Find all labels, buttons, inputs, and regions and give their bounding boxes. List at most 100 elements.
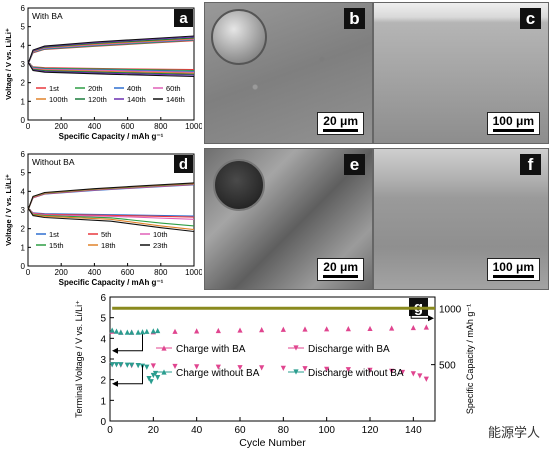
x-axis-label: Specific Capacity / mAh g⁻¹ [59,132,164,141]
y-tick-label: 4 [100,334,106,345]
data-point [367,325,373,332]
data-point [194,328,200,334]
panel-letter-text: d [179,156,188,173]
data-point [302,326,308,332]
data-point [113,362,120,368]
data-point [129,362,135,368]
data-point [109,327,115,333]
y-tick-label: 0 [100,417,106,428]
y-tick-label: 4 [21,187,26,196]
legend-label: 18th [101,241,116,250]
panel-b-label: b [344,8,365,29]
y-axis-label: Terminal Voltage / V vs. Li/Li⁺ [74,300,84,418]
legend-marker [293,345,299,351]
y-tick-label: 1 [100,396,106,407]
series-discharge-curve [27,61,195,78]
y-tick-label: 3 [100,355,106,366]
data-point [113,328,120,334]
x-tick-label: 100 [318,425,335,436]
panel-title: Without BA [32,157,75,167]
y-tick-label: 2 [21,225,26,234]
data-point [144,328,150,334]
data-point [124,362,130,368]
data-point [389,325,395,331]
y-tick-label: 5 [21,23,26,32]
data-point [150,363,156,369]
y-axis-label: Voltage / V vs. Li/Li⁺ [4,28,13,100]
data-point [118,362,124,368]
axis-pointer-head [112,380,118,387]
legend-label: 120th [88,95,107,104]
legend-label: 60th [166,84,181,93]
data-point [367,367,373,373]
panel-b-scale-text: 20 μm [323,114,358,128]
data-point [410,371,416,377]
data-point [118,329,124,335]
plot-frame [27,7,195,121]
coin-photo-without-ba [213,159,265,211]
panel-f-scale-bar: 100 μm [486,258,540,281]
x-tick-label: 400 [88,268,102,277]
data-point [215,327,221,334]
data-point [389,368,395,374]
series-discharge-curve [27,207,195,233]
legend-label: 100th [49,95,68,104]
data-point [144,364,150,370]
x-tick-label: 80 [278,425,290,436]
x-tick-label: 1000 [185,268,202,277]
y-tick-label: 3 [21,60,26,69]
data-point [324,366,330,372]
x-tick-label: 140 [405,425,422,436]
x-tick-label: 1000 [185,122,202,131]
data-point [237,365,243,371]
data-point [423,376,429,382]
x-axis-label: Cycle Number [239,437,306,449]
y-tick-label: 3 [21,206,26,215]
data-point [139,329,146,335]
data-point [410,324,416,331]
panel-letter-box [174,155,193,173]
legend-marker [161,345,167,351]
y-tick-label: 6 [21,4,26,13]
axis-pointer-arrow [116,334,143,352]
x-tick-label: 60 [234,425,246,436]
legend-label: 40th [127,84,142,93]
y-tick-label: 0 [21,116,26,125]
x-tick-label: 120 [362,425,379,436]
data-point [124,329,130,335]
panel-letter: d [174,155,193,173]
data-point [345,326,351,332]
panel-a-chart: 0 1 2 3 4 5 6 0 200 400 600 800 1000 Specific Capacit… [4,4,202,141]
legend-label: 5th [101,230,111,239]
plot-frame [109,296,436,422]
data-point [172,363,178,370]
legend-label: 140th [127,95,146,104]
panel-f-label: f [520,154,541,175]
x-tick-label: 0 [107,425,113,436]
data-point [423,324,429,330]
panel-e-scale-text: 20 μm [323,260,358,274]
panel-c-scale-text: 100 μm [492,114,534,128]
data-point [155,327,161,334]
panel-d-chart: 0 1 2 3 4 5 6 0 200 400 600 800 1000 Specific Capacit… [4,150,202,287]
data-point [345,367,351,373]
data-point [417,373,423,379]
y-tick-label: 0 [21,262,26,271]
x-tick-label: 800 [154,122,168,131]
data-point [259,365,265,371]
legend-label: Charge without BA [176,368,260,379]
coin-photo-with-ba [211,9,267,65]
data-point [135,329,141,335]
axis-pointer-head [428,315,434,322]
legend-label: 1st [49,84,60,93]
data-point [215,364,221,370]
plot-frame [27,153,195,267]
data-point [280,326,286,332]
x-tick-label: 20 [148,425,160,436]
data-point [302,366,308,372]
panel-letter: a [174,9,193,27]
x-tick-label: 600 [121,268,135,277]
panel-b-scale-bar: 20 μm [317,112,364,135]
y-tick-label: 6 [21,150,26,159]
axis-pointer-arrow [116,365,143,385]
